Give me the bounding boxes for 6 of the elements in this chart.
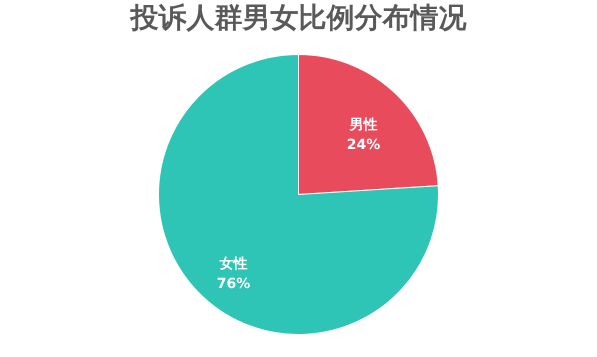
data-label: 76%: [216, 276, 250, 292]
chart-title: 投诉人群男女比例分布情况: [130, 1, 468, 34]
data-label: 24%: [346, 137, 380, 154]
pie-slice: [158, 54, 439, 335]
slice-label: 男性: [348, 117, 378, 134]
slice-label: 女性: [218, 256, 248, 272]
